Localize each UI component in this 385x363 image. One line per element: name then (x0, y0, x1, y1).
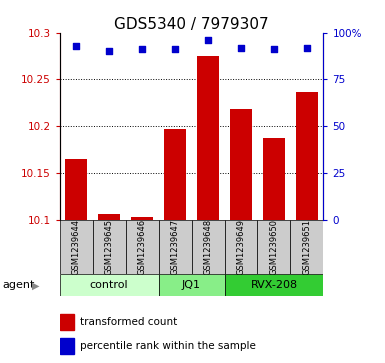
Point (271, 46, 277, 52)
Bar (159, 220, 192, 274)
Bar (224, 220, 258, 274)
Bar (258, 220, 290, 274)
Bar (131, 217, 153, 220)
Point (205, 37, 211, 43)
Text: GSM1239649: GSM1239649 (236, 219, 246, 275)
Bar (197, 56, 219, 220)
Bar (224, 274, 323, 296)
Bar (290, 220, 323, 274)
Text: GSM1239647: GSM1239647 (171, 219, 179, 275)
Text: GSM1239644: GSM1239644 (72, 219, 81, 275)
Point (106, 48, 112, 54)
Bar (65, 159, 87, 220)
Text: GSM1239646: GSM1239646 (137, 219, 147, 275)
Text: GSM1239650: GSM1239650 (270, 219, 278, 275)
Text: agent: agent (2, 280, 34, 290)
Bar (60, 220, 93, 274)
Text: GSM1239645: GSM1239645 (105, 219, 114, 275)
Text: ▶: ▶ (32, 280, 39, 290)
Point (304, 45, 310, 50)
Text: JQ1: JQ1 (182, 280, 201, 290)
Bar (60, 338, 74, 354)
Bar (263, 138, 285, 220)
Text: GSM1239648: GSM1239648 (204, 219, 213, 275)
Point (238, 45, 244, 50)
Text: control: control (90, 280, 129, 290)
Bar (126, 220, 159, 274)
Bar (230, 109, 252, 220)
Bar (60, 274, 159, 296)
Bar (164, 129, 186, 220)
Text: GSM1239651: GSM1239651 (302, 219, 311, 275)
Bar (296, 91, 318, 220)
Bar (192, 220, 224, 274)
Bar (159, 274, 224, 296)
Point (139, 46, 145, 52)
Point (73, 43, 79, 49)
Text: transformed count: transformed count (80, 317, 177, 327)
Text: RVX-208: RVX-208 (250, 280, 298, 290)
Bar (99, 214, 120, 220)
Bar (60, 314, 74, 330)
Text: percentile rank within the sample: percentile rank within the sample (80, 341, 256, 351)
Point (172, 46, 178, 52)
Title: GDS5340 / 7979307: GDS5340 / 7979307 (114, 16, 269, 32)
Bar (93, 220, 126, 274)
